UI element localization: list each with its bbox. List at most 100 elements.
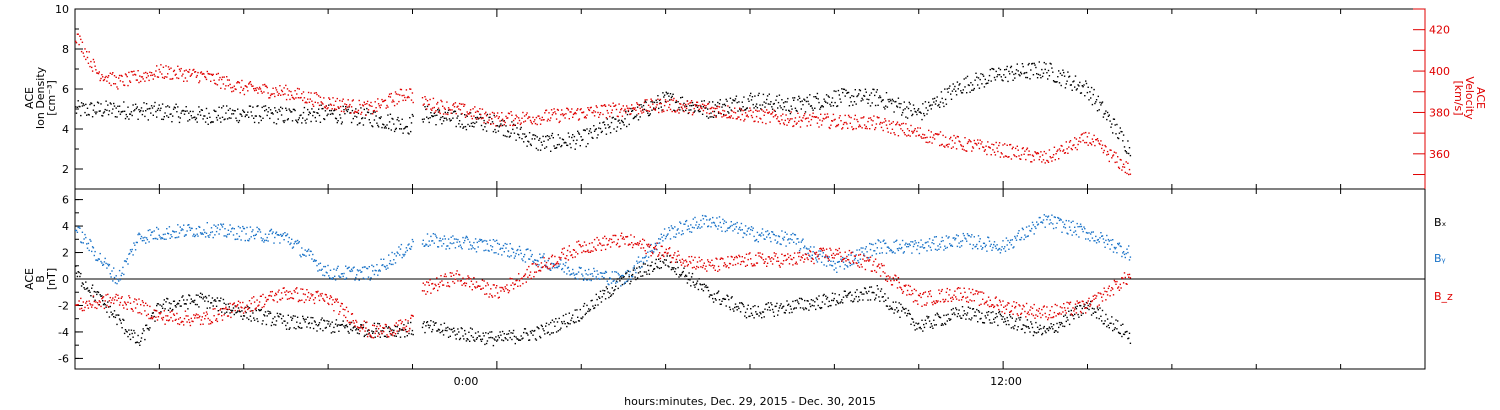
data-point-b0 bbox=[997, 324, 999, 327]
data-point-b0 bbox=[913, 324, 916, 327]
data-point-b0 bbox=[632, 269, 635, 271]
data-point-density bbox=[932, 98, 934, 100]
data-point-velocity bbox=[1105, 146, 1107, 148]
data-point-density bbox=[820, 105, 823, 107]
data-point-b0 bbox=[286, 322, 289, 324]
data-point-b0 bbox=[549, 333, 551, 336]
data-point-b1 bbox=[285, 235, 287, 237]
data-point-density bbox=[334, 117, 337, 119]
data-point-density bbox=[156, 109, 159, 111]
data-point-b0 bbox=[425, 325, 427, 327]
data-point-b0 bbox=[799, 307, 802, 309]
data-point-density bbox=[685, 109, 687, 112]
data-point-velocity bbox=[303, 97, 306, 99]
data-point-b1 bbox=[679, 221, 681, 223]
data-point-b0 bbox=[280, 313, 282, 316]
data-point-density bbox=[860, 100, 862, 102]
data-point-b1 bbox=[944, 245, 946, 247]
data-point-velocity bbox=[624, 108, 626, 110]
data-point-b1 bbox=[79, 227, 81, 229]
data-point-b1 bbox=[458, 245, 460, 248]
data-point-velocity bbox=[493, 112, 495, 114]
data-point-b1 bbox=[653, 251, 655, 253]
data-point-b0 bbox=[161, 305, 163, 307]
data-point-b0 bbox=[818, 295, 820, 297]
data-point-b0 bbox=[830, 304, 832, 307]
data-point-density bbox=[981, 83, 983, 85]
data-point-b0 bbox=[470, 335, 473, 337]
data-point-b1 bbox=[733, 223, 735, 226]
data-point-density bbox=[729, 97, 732, 99]
data-point-b0 bbox=[437, 328, 440, 330]
data-point-b1 bbox=[525, 249, 527, 251]
data-point-b0 bbox=[1090, 314, 1093, 316]
data-point-density bbox=[782, 108, 784, 111]
data-point-b0 bbox=[684, 275, 686, 278]
data-point-density bbox=[1090, 86, 1093, 89]
data-point-velocity bbox=[282, 93, 284, 96]
data-point-b1 bbox=[121, 272, 123, 274]
data-point-velocity bbox=[1088, 132, 1090, 134]
data-point-b0 bbox=[677, 266, 679, 269]
data-point-b1 bbox=[682, 233, 684, 235]
data-point-density bbox=[809, 94, 811, 96]
data-point-b0 bbox=[965, 318, 967, 320]
data-point-b0 bbox=[307, 316, 309, 318]
data-point-b0 bbox=[1075, 308, 1078, 310]
data-point-b0 bbox=[174, 305, 176, 307]
data-point-velocity bbox=[291, 96, 294, 99]
data-point-velocity bbox=[868, 117, 870, 119]
data-point-b0 bbox=[807, 300, 809, 302]
data-point-velocity bbox=[977, 139, 979, 141]
data-point-b1 bbox=[979, 238, 981, 240]
data-point-b1 bbox=[538, 264, 540, 266]
data-point-density bbox=[289, 109, 291, 112]
data-point-b1 bbox=[640, 260, 642, 263]
data-point-b1 bbox=[328, 275, 330, 277]
data-point-b0 bbox=[1000, 315, 1002, 317]
data-point-b0 bbox=[827, 305, 829, 308]
data-point-b0 bbox=[1107, 324, 1110, 326]
data-point-density bbox=[456, 117, 458, 119]
data-point-b1 bbox=[467, 238, 469, 241]
data-point-velocity bbox=[93, 61, 95, 63]
data-point-b1 bbox=[115, 275, 117, 277]
data-point-density bbox=[791, 108, 793, 110]
data-point-b1 bbox=[471, 245, 473, 247]
data-point-b0 bbox=[229, 312, 231, 314]
data-point-b0 bbox=[136, 341, 138, 343]
data-point-b1 bbox=[221, 226, 224, 228]
data-point-b1 bbox=[326, 272, 328, 274]
data-point-density bbox=[428, 121, 430, 124]
data-point-b1 bbox=[291, 247, 294, 249]
data-point-velocity bbox=[535, 116, 538, 119]
data-point-b1 bbox=[806, 248, 808, 250]
data-point-velocity bbox=[1104, 144, 1106, 147]
data-point-velocity bbox=[836, 124, 838, 127]
data-point-b1 bbox=[156, 238, 159, 240]
data-point-velocity bbox=[302, 91, 305, 93]
data-point-b0 bbox=[860, 291, 862, 293]
data-point-b0 bbox=[1104, 320, 1106, 322]
data-point-density bbox=[747, 98, 749, 100]
data-point-velocity bbox=[840, 120, 842, 122]
data-point-density bbox=[633, 117, 635, 119]
data-point-velocity bbox=[346, 106, 349, 108]
data-point-velocity bbox=[479, 108, 481, 110]
data-point-b1 bbox=[143, 239, 145, 242]
data-point-velocity bbox=[273, 93, 275, 95]
data-point-density bbox=[1093, 88, 1095, 91]
data-point-b0 bbox=[145, 324, 148, 326]
data-point-density bbox=[809, 105, 812, 107]
data-point-velocity bbox=[458, 108, 460, 110]
data-point-b1 bbox=[346, 267, 349, 270]
data-point-b0 bbox=[758, 315, 760, 317]
data-point-b0 bbox=[1087, 304, 1089, 307]
data-point-b1 bbox=[310, 250, 312, 253]
data-point-b0 bbox=[135, 341, 138, 344]
data-point-density bbox=[1019, 75, 1021, 77]
data-point-density bbox=[106, 109, 108, 111]
data-point-b1 bbox=[587, 274, 589, 276]
data-point-velocity bbox=[178, 68, 181, 70]
data-point-b1 bbox=[444, 238, 446, 240]
